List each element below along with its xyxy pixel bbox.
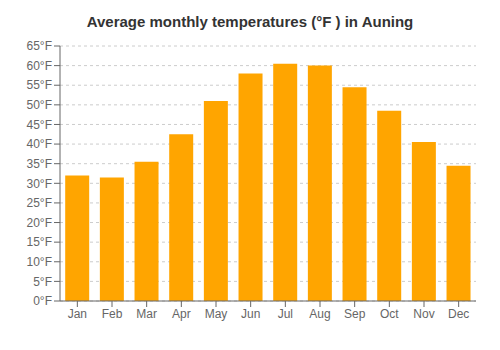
svg-text:10°F: 10°F <box>27 255 52 269</box>
html-text:Average monthly temperatures (: Average monthly temperatures (°F ) in Au… <box>86 13 414 30</box>
svg-text:May: May <box>205 307 228 321</box>
svg-text:Mar: Mar <box>136 307 157 321</box>
svg-text:Apr: Apr <box>172 307 191 321</box>
svg-text:Aug: Aug <box>309 307 330 321</box>
svg-text:30°F: 30°F <box>27 177 52 191</box>
svg-text:Feb: Feb <box>102 307 123 321</box>
svg-text:50°F: 50°F <box>27 98 52 112</box>
svg-text:65°F: 65°F <box>27 39 52 53</box>
svg-text:Oct: Oct <box>380 307 399 321</box>
svg-text:0°F: 0°F <box>33 294 52 308</box>
svg-text:Dec: Dec <box>448 307 469 321</box>
svg-text:45°F: 45°F <box>27 118 52 132</box>
svg-text:60°F: 60°F <box>27 59 52 73</box>
svg-text:Sep: Sep <box>344 307 366 321</box>
svg-text:55°F: 55°F <box>27 78 52 92</box>
svg-text:Jun: Jun <box>241 307 260 321</box>
svg-text:15°F: 15°F <box>27 235 52 249</box>
svg-text:Nov: Nov <box>413 307 434 321</box>
svg-text:5°F: 5°F <box>33 275 52 289</box>
svg-text:40°F: 40°F <box>27 137 52 151</box>
svg-text:Jan: Jan <box>68 307 87 321</box>
svg-text:Jul: Jul <box>278 307 293 321</box>
svg-text:35°F: 35°F <box>27 157 52 171</box>
svg-text:20°F: 20°F <box>27 216 52 230</box>
svg-text:25°F: 25°F <box>27 196 52 210</box>
